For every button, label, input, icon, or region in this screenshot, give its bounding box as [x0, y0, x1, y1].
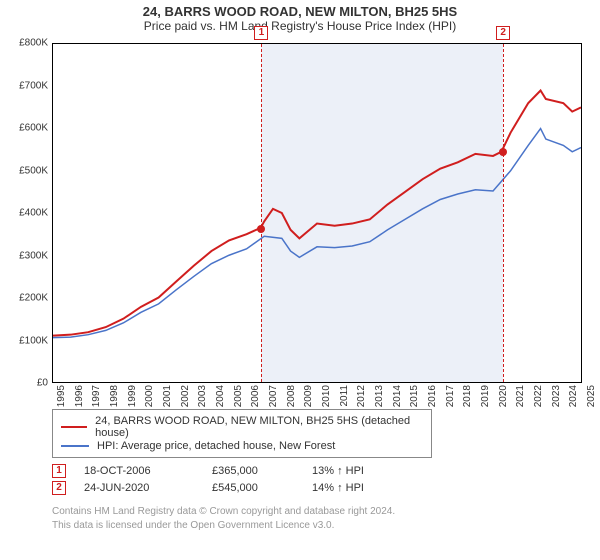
x-axis-tick: 2007 [268, 385, 279, 413]
sale-dot [257, 225, 265, 233]
transaction-row: 1 18-OCT-2006 £365,000 13% ↑ HPI [52, 464, 592, 478]
transaction-pct: 14% ↑ HPI [312, 482, 402, 494]
y-axis-tick: £800K [8, 38, 48, 49]
footer-attribution: Contains HM Land Registry data © Crown c… [52, 505, 592, 532]
x-axis-tick: 1999 [127, 385, 138, 413]
x-axis-tick: 2016 [427, 385, 438, 413]
x-axis-tick: 2017 [445, 385, 456, 413]
x-axis-tick: 2010 [321, 385, 332, 413]
transaction-marker: 2 [52, 481, 66, 495]
sale-dot [499, 148, 507, 156]
series-property [53, 91, 581, 336]
x-axis-tick: 2014 [392, 385, 403, 413]
x-axis-tick: 2005 [233, 385, 244, 413]
transaction-pct: 13% ↑ HPI [312, 465, 402, 477]
y-axis-tick: £400K [8, 208, 48, 219]
x-axis-tick: 1996 [74, 385, 85, 413]
y-axis-tick: £100K [8, 335, 48, 346]
x-axis-tick: 2015 [409, 385, 420, 413]
legend-swatch [61, 445, 89, 447]
x-axis-tick: 1997 [91, 385, 102, 413]
transaction-date: 18-OCT-2006 [84, 465, 194, 477]
x-axis-tick: 2004 [215, 385, 226, 413]
x-axis-tick: 2013 [374, 385, 385, 413]
x-axis-tick: 2023 [551, 385, 562, 413]
x-axis-tick: 2000 [144, 385, 155, 413]
y-axis-tick: £600K [8, 123, 48, 134]
transaction-marker: 1 [52, 464, 66, 478]
legend-swatch [61, 426, 87, 428]
x-axis-tick: 2019 [480, 385, 491, 413]
x-axis-tick: 2018 [462, 385, 473, 413]
y-axis-tick: £300K [8, 250, 48, 261]
legend-label: HPI: Average price, detached house, New … [97, 440, 335, 452]
x-axis-tick: 1995 [56, 385, 67, 413]
x-axis-tick: 2008 [286, 385, 297, 413]
x-axis-tick: 2025 [586, 385, 597, 413]
x-axis-tick: 1998 [109, 385, 120, 413]
x-axis-tick: 2024 [568, 385, 579, 413]
series-hpi [53, 129, 581, 338]
transaction-date: 24-JUN-2020 [84, 482, 194, 494]
x-axis-tick: 2009 [303, 385, 314, 413]
reference-marker: 1 [254, 26, 268, 40]
x-axis-tick: 2002 [180, 385, 191, 413]
x-axis-tick: 2001 [162, 385, 173, 413]
transaction-table: 1 18-OCT-2006 £365,000 13% ↑ HPI 2 24-JUN-202… [52, 464, 592, 495]
y-axis-tick: £500K [8, 165, 48, 176]
footer-line-2: This data is licensed under the Open Gov… [52, 519, 592, 533]
x-axis-tick: 2021 [515, 385, 526, 413]
x-axis-tick: 2003 [197, 385, 208, 413]
legend-row: 24, BARRS WOOD ROAD, NEW MILTON, BH25 5H… [61, 415, 423, 439]
x-axis-tick: 2020 [498, 385, 509, 413]
legend-label: 24, BARRS WOOD ROAD, NEW MILTON, BH25 5H… [95, 415, 423, 439]
y-axis-tick: £200K [8, 293, 48, 304]
chart-plot-area: 12 [52, 43, 582, 383]
transaction-price: £545,000 [212, 482, 294, 494]
x-axis-tick: 2012 [356, 385, 367, 413]
footer-line-1: Contains HM Land Registry data © Crown c… [52, 505, 592, 519]
x-axis-tick: 2011 [339, 385, 350, 413]
reference-line [503, 44, 504, 382]
reference-line [261, 44, 262, 382]
legend-row: HPI: Average price, detached house, New … [61, 440, 423, 452]
x-axis-tick: 2022 [533, 385, 544, 413]
page-title: 24, BARRS WOOD ROAD, NEW MILTON, BH25 5H… [8, 4, 592, 19]
transaction-row: 2 24-JUN-2020 £545,000 14% ↑ HPI [52, 481, 592, 495]
chart-legend: 24, BARRS WOOD ROAD, NEW MILTON, BH25 5H… [52, 409, 432, 458]
x-axis-tick: 2006 [250, 385, 261, 413]
price-chart: £0 £100K £200K £300K £400K £500K £600K £700K £80… [8, 39, 592, 403]
y-axis-tick: £0 [8, 378, 48, 389]
y-axis-tick: £700K [8, 80, 48, 91]
transaction-price: £365,000 [212, 465, 294, 477]
reference-marker: 2 [496, 26, 510, 40]
